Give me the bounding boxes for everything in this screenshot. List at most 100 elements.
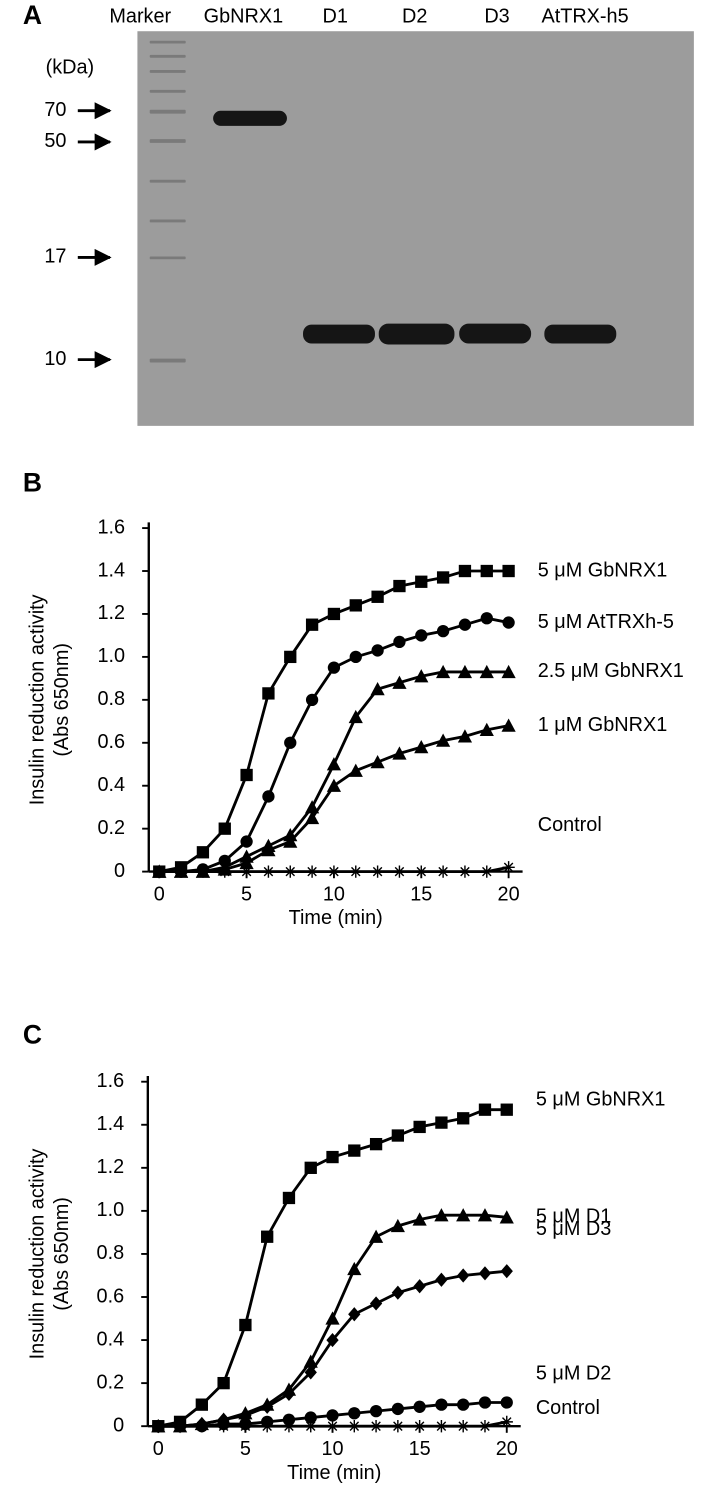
point xyxy=(371,590,384,603)
point xyxy=(348,1144,361,1157)
point xyxy=(393,579,406,593)
point xyxy=(283,834,298,848)
series-line xyxy=(159,724,509,874)
y-axis-label: (Abs 650nm) xyxy=(51,1197,73,1311)
point xyxy=(391,1420,405,1433)
point xyxy=(348,1407,361,1420)
point xyxy=(261,1230,274,1243)
point xyxy=(478,1103,492,1116)
point xyxy=(457,1398,470,1411)
point xyxy=(239,1420,252,1433)
point xyxy=(499,1210,514,1224)
point xyxy=(501,718,516,732)
point xyxy=(435,1420,448,1433)
point xyxy=(434,1208,449,1222)
point xyxy=(262,687,275,700)
legend-label: Control xyxy=(538,814,602,836)
point xyxy=(480,564,493,578)
point xyxy=(369,1404,383,1418)
point xyxy=(478,1266,492,1281)
y-axis-label: Insulin reduction activity xyxy=(26,1148,48,1359)
point xyxy=(282,1420,296,1433)
point xyxy=(173,1420,187,1433)
lane-label: AtTRX-h5 xyxy=(541,5,628,27)
point xyxy=(480,865,493,878)
point xyxy=(436,865,450,878)
point xyxy=(457,729,473,743)
legend-label: 5 μM D1 xyxy=(536,1206,611,1228)
point xyxy=(174,865,188,878)
point xyxy=(391,1129,405,1142)
point xyxy=(370,755,385,769)
point xyxy=(457,664,473,679)
y-tick-label: 1.4 xyxy=(97,1113,125,1135)
point xyxy=(502,616,515,629)
point xyxy=(326,778,342,792)
y-tick-label: 0 xyxy=(113,1414,124,1436)
point xyxy=(479,722,494,737)
lane-label: D2 xyxy=(402,5,427,27)
point xyxy=(326,1150,339,1164)
point xyxy=(457,1420,470,1433)
x-tick-label: 0 xyxy=(154,884,165,906)
x-axis-label: Time (min) xyxy=(289,907,383,929)
legend-label: 5 μM AtTRXh-5 xyxy=(538,611,674,633)
point xyxy=(304,1161,317,1174)
series-line xyxy=(159,616,509,874)
y-tick-label: 1.6 xyxy=(98,516,126,538)
y-tick-label: 0.8 xyxy=(97,1242,125,1264)
x-axis-label: Time (min) xyxy=(287,1462,381,1484)
y-tick-label: 1.0 xyxy=(97,1199,125,1221)
point xyxy=(414,739,429,754)
point xyxy=(414,669,429,683)
point xyxy=(413,1279,426,1294)
point xyxy=(415,865,428,878)
marker-size: 50 xyxy=(44,130,66,152)
y-tick-label: 0.2 xyxy=(97,1371,125,1393)
legend-label: 5 μM GbNRX1 xyxy=(538,559,668,581)
series-line xyxy=(158,1269,507,1428)
gel xyxy=(137,31,694,426)
point xyxy=(304,1420,317,1433)
point xyxy=(262,790,275,803)
point xyxy=(325,1311,340,1325)
lane-label: D1 xyxy=(323,5,348,27)
y-tick-label: 0.2 xyxy=(98,817,126,839)
point xyxy=(303,1354,318,1368)
y-tick-label: 1.4 xyxy=(98,559,126,581)
x-tick-label: 0 xyxy=(153,1438,164,1460)
x-tick-label: 20 xyxy=(496,1438,518,1460)
marker-size: 10 xyxy=(44,348,66,370)
point xyxy=(239,855,254,870)
marker-size: 70 xyxy=(44,99,66,121)
point xyxy=(500,1264,513,1279)
point xyxy=(305,865,319,878)
point xyxy=(479,664,494,679)
point xyxy=(391,1285,405,1300)
panel-label: C xyxy=(23,1019,42,1049)
panel-label: B xyxy=(23,468,42,498)
marker-size: 17 xyxy=(44,246,66,268)
point xyxy=(262,865,275,878)
point xyxy=(284,736,297,749)
y-tick-label: 0.4 xyxy=(98,774,126,796)
point xyxy=(327,607,341,621)
y-tick-label: 0 xyxy=(114,860,125,882)
point xyxy=(305,618,319,631)
arrows xyxy=(77,102,112,369)
point xyxy=(218,865,231,878)
point xyxy=(304,1411,317,1424)
point xyxy=(217,1376,230,1390)
point xyxy=(500,1415,513,1429)
point xyxy=(327,661,341,674)
x-tick-label: 15 xyxy=(409,1438,431,1460)
legend-label: 5 μM D2 xyxy=(536,1362,611,1384)
point xyxy=(348,709,363,724)
legend-label: 1 μM GbNRX1 xyxy=(538,714,668,736)
point xyxy=(502,861,515,874)
y-tick-label: 1.2 xyxy=(98,602,126,624)
point xyxy=(458,865,472,878)
point xyxy=(195,1398,208,1411)
point xyxy=(305,693,319,706)
